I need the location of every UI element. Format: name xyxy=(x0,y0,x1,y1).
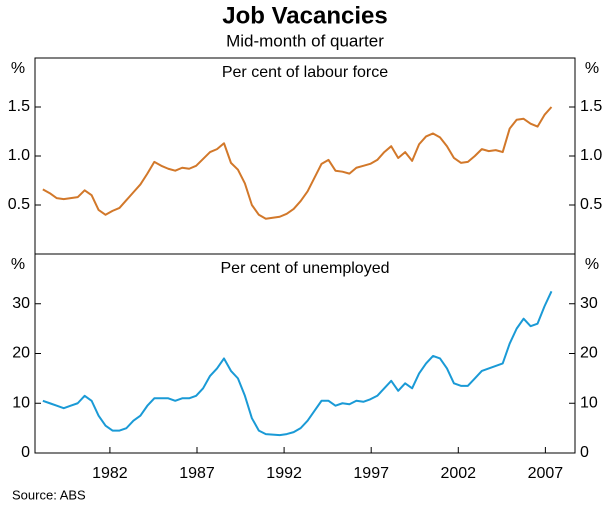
x-tick-label: 2002 xyxy=(440,465,476,482)
y-tick-label: 0.5 xyxy=(580,196,602,213)
chart-subtitle: Mid-month of quarter xyxy=(226,31,384,50)
y-tick-label: 1.5 xyxy=(580,98,602,115)
data-line xyxy=(42,106,553,220)
x-tick-label: 1987 xyxy=(179,465,215,482)
y-tick-label: 30 xyxy=(12,295,30,312)
y-tick-label: 1.5 xyxy=(8,98,30,115)
panel-title: Per cent of unemployed xyxy=(221,260,390,277)
x-tick-label: 1982 xyxy=(92,465,128,482)
panel-title: Per cent of labour force xyxy=(222,64,388,81)
y-axis-label: % xyxy=(11,60,25,77)
chart-title: Job Vacancies xyxy=(222,2,387,29)
y-tick-label: 0 xyxy=(21,444,30,461)
y-tick-label: 20 xyxy=(580,345,598,362)
plot-frame xyxy=(34,57,576,454)
x-tick-label: 1992 xyxy=(266,465,302,482)
y-tick-label: 1.0 xyxy=(8,147,30,164)
y-tick-label: 0 xyxy=(580,444,589,461)
y-tick-label: 1.0 xyxy=(580,147,602,164)
x-tick-label: 1997 xyxy=(353,465,389,482)
y-tick-label: 20 xyxy=(12,345,30,362)
y-axis-label: % xyxy=(11,256,25,273)
y-tick-label: 10 xyxy=(580,394,598,411)
x-tick-label: 2007 xyxy=(528,465,564,482)
y-tick-label: 30 xyxy=(580,295,598,312)
data-line xyxy=(42,290,553,437)
y-axis-label: % xyxy=(585,256,599,273)
y-axis-label: % xyxy=(585,60,599,77)
y-tick-label: 0.5 xyxy=(8,196,30,213)
y-tick-label: 10 xyxy=(12,394,30,411)
source-note: Source: ABS xyxy=(12,487,86,502)
